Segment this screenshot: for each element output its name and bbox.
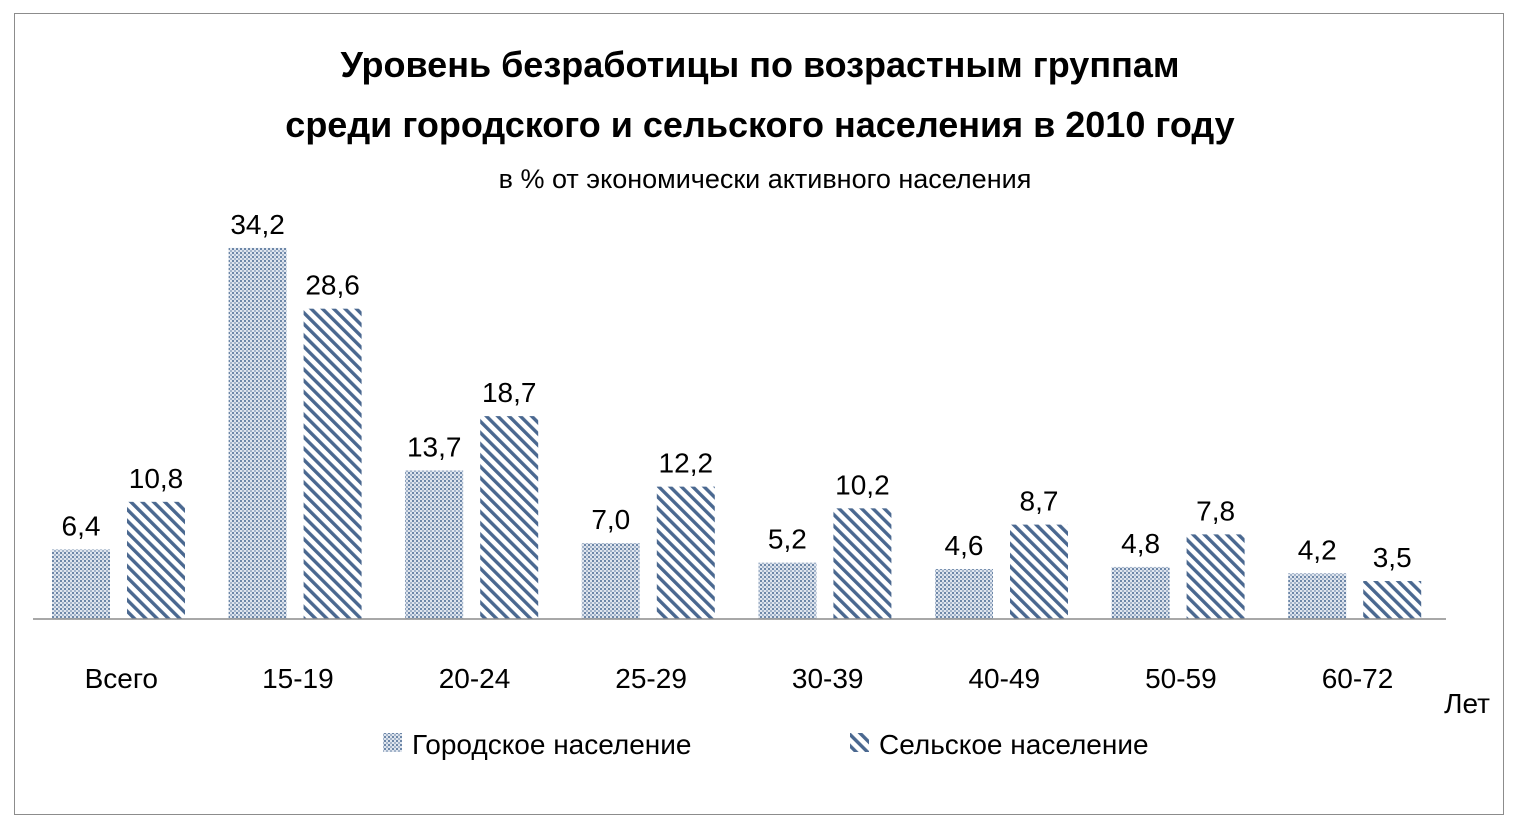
bar-rural-1 bbox=[303, 308, 362, 619]
legend-swatch-rural bbox=[850, 733, 869, 752]
bar-rural-5 bbox=[1010, 524, 1068, 619]
category-label-0: Всего bbox=[85, 663, 158, 694]
chart-frame bbox=[14, 13, 1504, 815]
data-label-rural-0: 10,8 bbox=[129, 463, 184, 494]
data-label-urban-5: 4,6 bbox=[945, 530, 984, 561]
data-label-rural-7: 3,5 bbox=[1373, 542, 1412, 573]
chart-title-line1: Уровень безработицы по возрастным группа… bbox=[340, 44, 1180, 85]
legend-swatch-urban bbox=[383, 733, 402, 752]
data-label-urban-0: 6,4 bbox=[62, 511, 101, 542]
data-label-urban-2: 13,7 bbox=[407, 431, 462, 462]
category-label-6: 50-59 bbox=[1145, 663, 1217, 694]
data-label-urban-4: 5,2 bbox=[768, 524, 807, 555]
data-label-rural-4: 10,2 bbox=[835, 469, 890, 500]
bar-urban-5 bbox=[935, 569, 993, 619]
data-label-rural-3: 12,2 bbox=[659, 448, 714, 479]
bar-urban-1 bbox=[228, 247, 287, 619]
bar-urban-3 bbox=[581, 543, 640, 619]
data-label-rural-2: 18,7 bbox=[482, 377, 537, 408]
category-label-1: 15-19 bbox=[262, 663, 334, 694]
bar-rural-0 bbox=[127, 501, 185, 619]
category-label-7: 60-72 bbox=[1322, 663, 1394, 694]
data-label-rural-5: 8,7 bbox=[1020, 486, 1059, 517]
category-label-4: 30-39 bbox=[792, 663, 864, 694]
data-label-rural-1: 28,6 bbox=[305, 270, 360, 301]
bar-rural-2 bbox=[480, 416, 539, 619]
bar-urban-2 bbox=[405, 470, 464, 619]
bar-rural-4 bbox=[833, 508, 892, 619]
chart-title-line2: среди городского и сельского населения в… bbox=[285, 104, 1235, 145]
bar-urban-0 bbox=[52, 549, 110, 619]
x-axis-unit-label: Лет bbox=[1444, 688, 1490, 719]
legend-label-urban: Городское население bbox=[412, 729, 691, 760]
legend-label-rural: Сельское население bbox=[879, 729, 1149, 760]
category-label-5: 40-49 bbox=[968, 663, 1040, 694]
data-label-urban-6: 4,8 bbox=[1121, 528, 1160, 559]
bar-urban-4 bbox=[758, 562, 817, 619]
data-label-urban-3: 7,0 bbox=[591, 504, 630, 535]
data-label-urban-1: 34,2 bbox=[230, 209, 285, 240]
bar-rural-7 bbox=[1363, 581, 1422, 619]
data-label-rural-6: 7,8 bbox=[1196, 495, 1235, 526]
category-label-3: 25-29 bbox=[615, 663, 687, 694]
category-label-2: 20-24 bbox=[439, 663, 511, 694]
bar-rural-6 bbox=[1186, 534, 1245, 619]
bar-urban-6 bbox=[1111, 566, 1170, 619]
bar-urban-7 bbox=[1288, 573, 1347, 619]
chart-subtitle: в % от экономически активного населения bbox=[498, 164, 1032, 194]
data-label-urban-7: 4,2 bbox=[1298, 534, 1337, 565]
bar-rural-3 bbox=[656, 486, 715, 619]
